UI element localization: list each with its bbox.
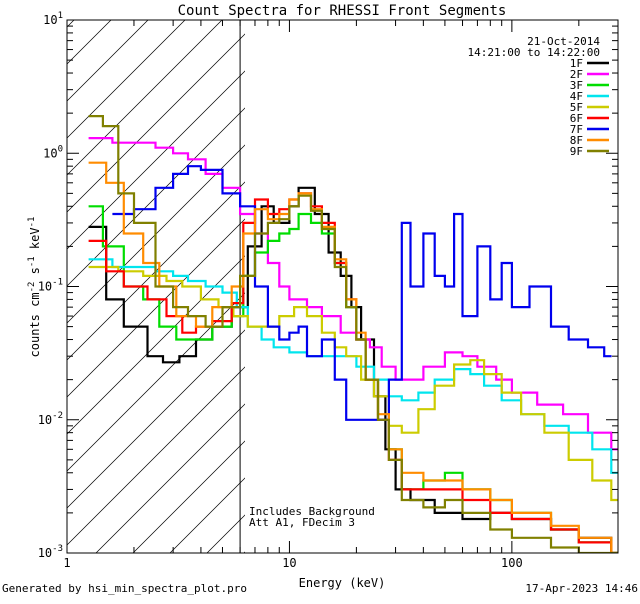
series-layer xyxy=(88,115,618,553)
hatch-line xyxy=(67,20,112,65)
hatch-line xyxy=(67,366,245,546)
legend-label-2f: 2F xyxy=(570,68,583,81)
y-tick-label: 10-2 xyxy=(38,411,63,427)
annotation-background: Includes Background xyxy=(249,505,375,518)
y-tick-label: 10-1 xyxy=(38,278,63,294)
legend-label-7f: 7F xyxy=(570,123,583,136)
series-5f xyxy=(88,265,618,502)
hatch-line xyxy=(355,0,640,553)
x-tick-label: 1 xyxy=(63,556,70,570)
chart-title: Count Spectra for RHESSI Front Segments xyxy=(178,3,507,19)
generation-timestamp: 17-Apr-2023 14:46 xyxy=(525,582,638,595)
series-6f xyxy=(88,192,618,553)
hatch-line xyxy=(67,329,245,509)
hatch-line xyxy=(67,20,223,176)
hatch-line xyxy=(67,218,245,398)
series-7f xyxy=(112,165,612,421)
series-2f xyxy=(88,137,618,451)
legend-label-6f: 6F xyxy=(570,112,583,125)
legend-label-3f: 3F xyxy=(570,79,583,92)
legend-label-1f: 1F xyxy=(570,57,583,70)
legend-label-5f: 5F xyxy=(570,101,583,114)
hatch-line xyxy=(0,0,27,553)
legend-time-range: 14:21:00 to 14:22:00 xyxy=(468,46,600,59)
annotation-attenuator: Att A1, FDecim 3 xyxy=(249,516,355,529)
x-axis-label: Energy (keV) xyxy=(299,576,386,590)
hatch-line xyxy=(67,144,245,324)
hatch-line xyxy=(67,20,75,28)
hatch-line xyxy=(281,0,640,553)
hatch-line xyxy=(67,70,245,250)
hatch-line xyxy=(67,33,245,213)
generator-note: Generated by hsi_min_spectra_plot.pro xyxy=(2,582,248,595)
legend-label-9f: 9F xyxy=(570,145,583,158)
hatch-line xyxy=(67,255,245,435)
hatch-line xyxy=(67,20,149,102)
y-tick-label: 101 xyxy=(43,11,63,27)
legend-label-8f: 8F xyxy=(570,134,583,147)
y-tick-label: 100 xyxy=(43,144,63,160)
series-4f xyxy=(88,258,618,474)
hatch-line xyxy=(95,403,245,553)
series-3f xyxy=(88,205,618,553)
attenuator-hatch-region xyxy=(0,0,640,553)
axes: 1 10 100 101 100 10-1 10-2 10-3 xyxy=(38,11,619,570)
series-8f xyxy=(88,161,618,553)
hatch-line xyxy=(67,20,186,139)
y-tick-label: 10-3 xyxy=(38,544,63,560)
legend-label-4f: 4F xyxy=(570,90,583,103)
y-axis-label: counts cm-2 s-1 keV-1 xyxy=(27,217,42,358)
series-9f xyxy=(88,115,618,553)
x-tick-label: 10 xyxy=(282,556,296,570)
legend-date: 21-Oct-2014 xyxy=(527,35,600,48)
hatch-line xyxy=(67,181,245,361)
hatch-line xyxy=(132,440,245,553)
hatch-line xyxy=(67,107,245,287)
x-tick-label: 100 xyxy=(501,556,523,570)
hatch-line xyxy=(67,292,245,472)
